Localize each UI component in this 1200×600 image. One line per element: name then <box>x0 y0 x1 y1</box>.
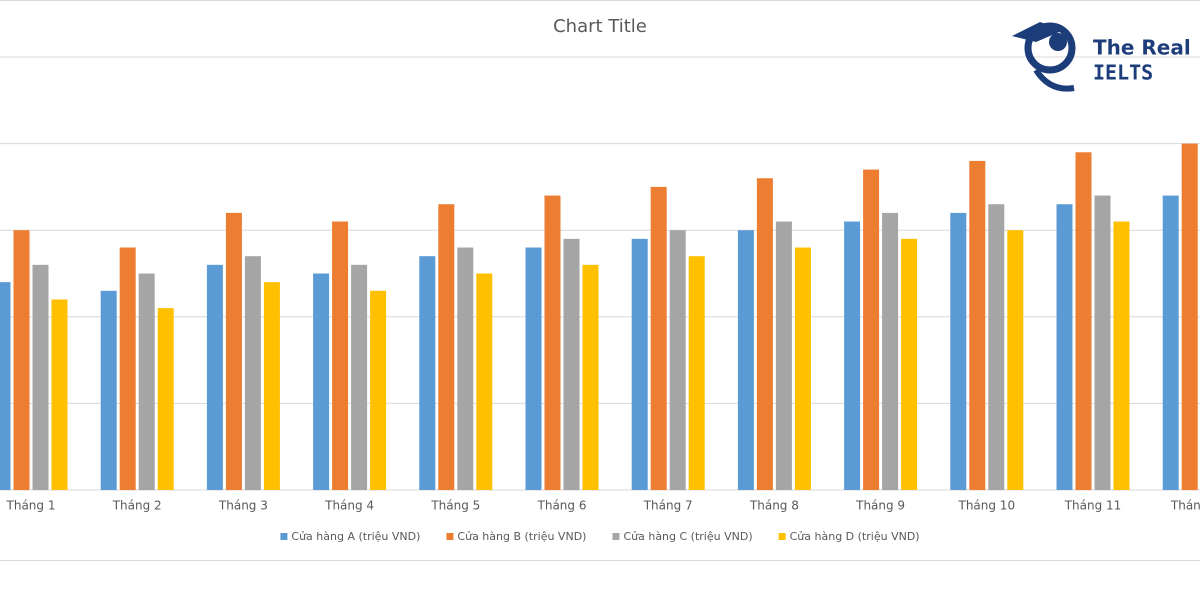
bar <box>988 204 1005 490</box>
logo: The Real IELTS <box>1012 22 1191 92</box>
bar <box>206 264 223 490</box>
x-tick-label: Tháng 4 <box>324 499 374 513</box>
x-tick-label: Tháng 8 <box>749 499 799 513</box>
bar <box>1075 152 1092 490</box>
x-tick-label: Tháng 5 <box>430 499 480 513</box>
legend-marker <box>446 533 454 540</box>
bar <box>669 230 686 490</box>
bar <box>688 256 705 490</box>
bar <box>1094 195 1111 490</box>
bar <box>969 160 986 491</box>
bar <box>313 273 330 490</box>
bar <box>756 178 773 491</box>
bar <box>882 212 899 490</box>
bar <box>631 238 648 490</box>
bar <box>51 299 68 490</box>
logo-text: The Real <box>1093 36 1191 60</box>
bar <box>32 264 49 490</box>
logo-icon <box>1012 22 1064 42</box>
bar <box>157 308 174 490</box>
bar <box>863 169 880 490</box>
legend-label: Cửa hàng B (triệu VND) <box>457 530 586 543</box>
legend-marker <box>612 533 620 540</box>
bar <box>138 273 155 490</box>
bar <box>1113 221 1130 491</box>
bar <box>244 256 261 490</box>
legend-marker <box>778 533 786 540</box>
legend-label: Cửa hàng A (triệu VND) <box>291 530 420 543</box>
legend: Cửa hàng A (triệu VND) Cửa hàng B (triệu … <box>280 530 920 543</box>
x-tick-label: Tháng 9 <box>855 499 905 513</box>
bar <box>13 230 30 490</box>
bar <box>419 256 436 490</box>
bar <box>775 221 792 491</box>
legend-label: Cửa hàng C (triệu VND) <box>623 530 752 543</box>
chart-title: Chart Title <box>553 16 647 37</box>
bar <box>119 247 136 490</box>
bar <box>332 221 349 491</box>
bar <box>582 264 599 490</box>
x-tick-label: Tháng 6 <box>537 499 587 513</box>
x-tick-label: Tháng 2 <box>112 499 162 513</box>
bar <box>100 290 117 490</box>
bar <box>650 186 667 490</box>
bar <box>844 221 861 491</box>
x-tick-label: Tháng 10 <box>957 499 1015 513</box>
x-tick-label: Tháng 11 <box>1064 499 1122 513</box>
bar <box>438 204 455 490</box>
bar <box>1162 195 1179 490</box>
x-tick-label: Tháng 7 <box>643 499 693 513</box>
bar <box>1181 143 1198 490</box>
bar <box>351 264 368 490</box>
bar <box>457 247 474 490</box>
bar <box>370 290 387 490</box>
bar <box>0 282 11 490</box>
bar <box>901 238 918 490</box>
bar <box>737 230 754 490</box>
bar <box>225 212 242 490</box>
legend-label: Cửa hàng D (triệu VND) <box>790 530 920 543</box>
bar <box>544 195 561 490</box>
bar <box>794 247 811 490</box>
bar <box>525 247 542 490</box>
bar <box>476 273 493 490</box>
logo-icon <box>1033 68 1075 92</box>
bar <box>263 282 280 490</box>
x-tick-label: Tháng 3 <box>218 499 268 513</box>
x-tick-label: Tháng 1 <box>6 499 56 513</box>
bar <box>563 238 580 490</box>
logo-text: IELTS <box>1093 61 1153 85</box>
logo-icon <box>1049 33 1067 51</box>
bar <box>1056 204 1073 490</box>
x-tick-label: Tháng 12 <box>1170 499 1200 513</box>
bar <box>1007 230 1024 490</box>
legend-marker <box>280 533 288 540</box>
bar <box>950 212 967 490</box>
